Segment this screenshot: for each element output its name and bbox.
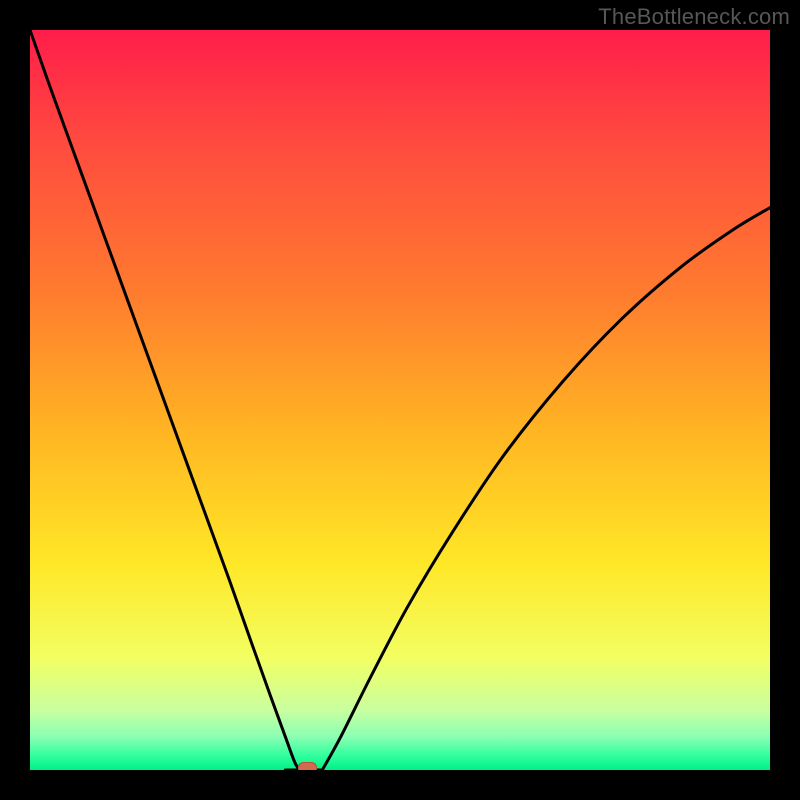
plot-area xyxy=(30,30,770,770)
background-canvas xyxy=(0,0,800,800)
watermark-text: TheBottleneck.com xyxy=(598,4,790,30)
chart-stage: TheBottleneck.com xyxy=(0,0,800,800)
